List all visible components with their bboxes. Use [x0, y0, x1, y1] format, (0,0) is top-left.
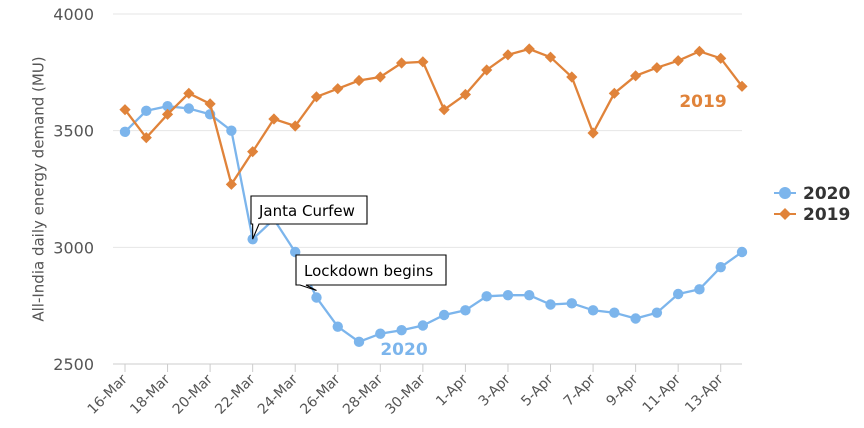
- x-tick-label: 9-Apr: [603, 371, 641, 409]
- legend[interactable]: 2020 2019: [774, 184, 850, 225]
- annotation-text-lockdown-begins: Lockdown begins: [304, 262, 433, 280]
- data-point-2019: [374, 71, 386, 83]
- data-point-2019: [523, 43, 535, 55]
- series-layer: 2019 2020: [119, 43, 748, 360]
- data-point-2020: [119, 126, 131, 138]
- data-point-2020: [183, 103, 195, 114]
- data-point-2020: [545, 299, 556, 310]
- x-tick-label: 30-Mar: [383, 371, 429, 417]
- data-point-2019: [459, 88, 472, 101]
- data-point-2019: [672, 55, 684, 67]
- series-label-2019: 2019: [679, 92, 726, 112]
- x-tick-label: 3-Apr: [476, 371, 514, 409]
- data-point-2020: [566, 298, 577, 309]
- data-point-2019: [481, 64, 493, 76]
- data-point-2020: [141, 105, 152, 117]
- y-tick-label: 2500: [53, 355, 94, 374]
- data-point-2019: [587, 127, 599, 139]
- x-tick-label: 5-Apr: [518, 371, 556, 409]
- data-point-2019: [140, 132, 152, 144]
- data-point-2019: [268, 113, 280, 125]
- data-point-2019: [204, 98, 216, 110]
- legend-item-2019[interactable]: 2019: [774, 205, 850, 225]
- data-point-2019: [183, 87, 195, 99]
- data-point-2019: [544, 51, 557, 63]
- data-point-2020: [694, 284, 705, 295]
- data-point-2019: [225, 178, 237, 190]
- data-point-2020: [587, 305, 599, 316]
- series-line-2020: [124, 105, 743, 344]
- data-point-2019: [630, 70, 642, 82]
- axis-text-layer: All-India daily energy demand (MU) 2500 3…: [30, 5, 727, 418]
- data-point-2020: [396, 324, 407, 336]
- legend-marker-2020: [779, 187, 791, 199]
- x-tick-label: 24-Mar: [255, 371, 301, 417]
- data-point-2019: [332, 83, 344, 95]
- data-point-2019: [651, 62, 663, 74]
- x-tick-label: 20-Mar: [170, 371, 216, 417]
- data-point-2019: [247, 146, 259, 158]
- data-point-2019: [608, 87, 620, 99]
- x-tick-label: 7-Apr: [561, 371, 599, 409]
- annotation-text-janta-curfew: Janta Curfew: [258, 202, 355, 220]
- data-point-2019: [161, 108, 174, 120]
- data-point-2020: [162, 100, 173, 112]
- data-point-2019: [715, 52, 727, 64]
- annotation-layer: Janta Curfew Lockdown begins: [250, 195, 447, 292]
- data-point-2020: [460, 305, 471, 316]
- data-point-2020: [736, 246, 748, 258]
- x-tick-label: 22-Mar: [212, 371, 258, 417]
- legend-label-2019: 2019: [803, 205, 850, 225]
- legend-item-2020[interactable]: 2020: [774, 184, 850, 204]
- y-tick-label: 3000: [53, 238, 94, 257]
- legend-label-2020: 2020: [803, 184, 850, 204]
- data-point-2019: [395, 57, 408, 69]
- x-tick-label: 1-Apr: [433, 371, 471, 409]
- data-point-2020: [332, 321, 343, 332]
- annotation-box-janta-curfew: [250, 195, 368, 240]
- series-label-2020: 2020: [380, 340, 427, 360]
- data-point-2020: [417, 320, 429, 331]
- data-point-2019: [353, 74, 365, 87]
- data-point-2020: [375, 328, 386, 339]
- data-point-2019: [310, 91, 323, 103]
- data-point-2020: [524, 289, 535, 301]
- x-tick-label: 13-Apr: [682, 371, 727, 416]
- y-axis-label: All-India daily energy demand (MU): [30, 56, 48, 321]
- x-tick-label: 16-Mar: [85, 371, 131, 417]
- data-point-2020: [438, 309, 450, 321]
- data-point-2020: [311, 292, 322, 303]
- data-point-2020: [226, 125, 237, 136]
- data-point-2020: [715, 261, 726, 273]
- x-tick-label: 11-Apr: [640, 371, 685, 416]
- data-point-2020: [672, 288, 684, 300]
- data-point-2019: [502, 49, 514, 61]
- x-tick-label: 18-Mar: [127, 371, 173, 417]
- data-point-2020: [353, 336, 365, 348]
- data-point-2019: [736, 80, 748, 92]
- y-tick-label: 3500: [53, 122, 94, 141]
- x-tick-label: 28-Mar: [340, 371, 386, 417]
- data-point-2020: [481, 291, 492, 302]
- data-point-2019: [438, 104, 450, 116]
- x-tick-label: 26-Mar: [297, 371, 343, 417]
- grid-layer: [113, 13, 742, 372]
- annotation-box-lockdown-begins: [295, 254, 447, 292]
- data-point-2020: [630, 313, 641, 324]
- data-point-2019: [566, 71, 578, 83]
- data-point-2020: [651, 307, 663, 318]
- legend-marker-2019: [779, 208, 791, 220]
- data-point-2020: [609, 307, 620, 318]
- data-point-2019: [289, 120, 301, 132]
- y-tick-label: 4000: [53, 5, 94, 24]
- data-point-2019: [119, 104, 131, 116]
- data-point-2019: [417, 56, 429, 68]
- series-line-2019: [124, 47, 743, 188]
- data-point-2019: [693, 45, 706, 57]
- data-point-2020: [502, 289, 514, 301]
